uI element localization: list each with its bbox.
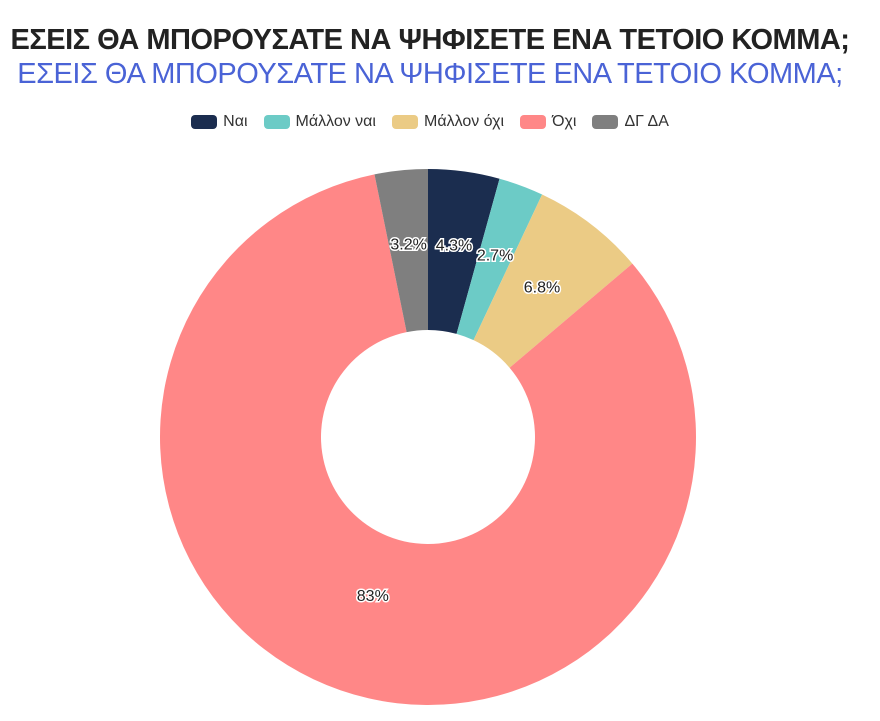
data-label-mallon-nai: 2.7% <box>477 248 513 265</box>
legend-item-mallon-oxi[interactable]: Μάλλον όχι <box>391 113 505 131</box>
legend-item-oxi[interactable]: Όχι <box>520 113 576 131</box>
legend-swatch-mallon-oxi <box>391 115 418 129</box>
data-label-dg-da: 3.2% <box>390 237 426 254</box>
chart-subtitle: ΕΣΕΙΣ ΘΑ ΜΠΟΡΟΥΣΑΤΕ ΝΑ ΨΗΦΙΣΕΤΕ ΕΝΑ ΤΕΤΟ… <box>17 58 843 90</box>
donut-slice-oxi[interactable] <box>160 174 697 705</box>
legend-label-oxi: Όχι <box>552 113 577 130</box>
donut-slice-mallon-nai[interactable] <box>456 178 543 341</box>
donut-slice-mallon-oxi[interactable] <box>473 194 633 368</box>
legend-label-mallon-nai: Μάλλον ναι <box>295 113 376 130</box>
legend-swatch-nai <box>191 115 218 129</box>
legend: Ναι Μάλλον ναι Μάλλον όχι Όχι ΔΓ ΔΑ <box>0 113 860 131</box>
donut-slice-nai[interactable] <box>428 169 500 334</box>
legend-swatch-dg-da <box>592 115 619 129</box>
legend-label-mallon-oxi: Μάλλον όχι <box>423 113 505 130</box>
legend-item-dg-da[interactable]: ΔΓ ΔΑ <box>592 113 669 131</box>
donut-slices <box>160 169 697 705</box>
donut-data-labels: 4.3% 2.7% 6.8% 83% 3.2% <box>355 235 561 607</box>
data-label-mallon-oxi: 6.8% <box>524 280 560 297</box>
legend-swatch-mallon-nai <box>263 115 290 129</box>
legend-label-nai: Ναι <box>223 113 248 130</box>
legend-swatch-oxi <box>520 115 547 129</box>
legend-item-nai[interactable]: Ναι <box>191 113 248 131</box>
donut-slice-dg-da[interactable] <box>374 169 428 333</box>
legend-label-dg-da: ΔΓ ΔΑ <box>624 113 669 130</box>
chart-title: ΕΣΕΙΣ ΘΑ ΜΠΟΡΟΥΣΑΤΕ ΝΑ ΨΗΦΙΣΕΤΕ ΕΝΑ ΤΕΤΟ… <box>10 24 850 56</box>
data-label-nai: 4.3% <box>436 237 472 254</box>
legend-item-mallon-nai[interactable]: Μάλλον ναι <box>263 113 376 131</box>
data-label-oxi: 83% <box>357 588 389 605</box>
